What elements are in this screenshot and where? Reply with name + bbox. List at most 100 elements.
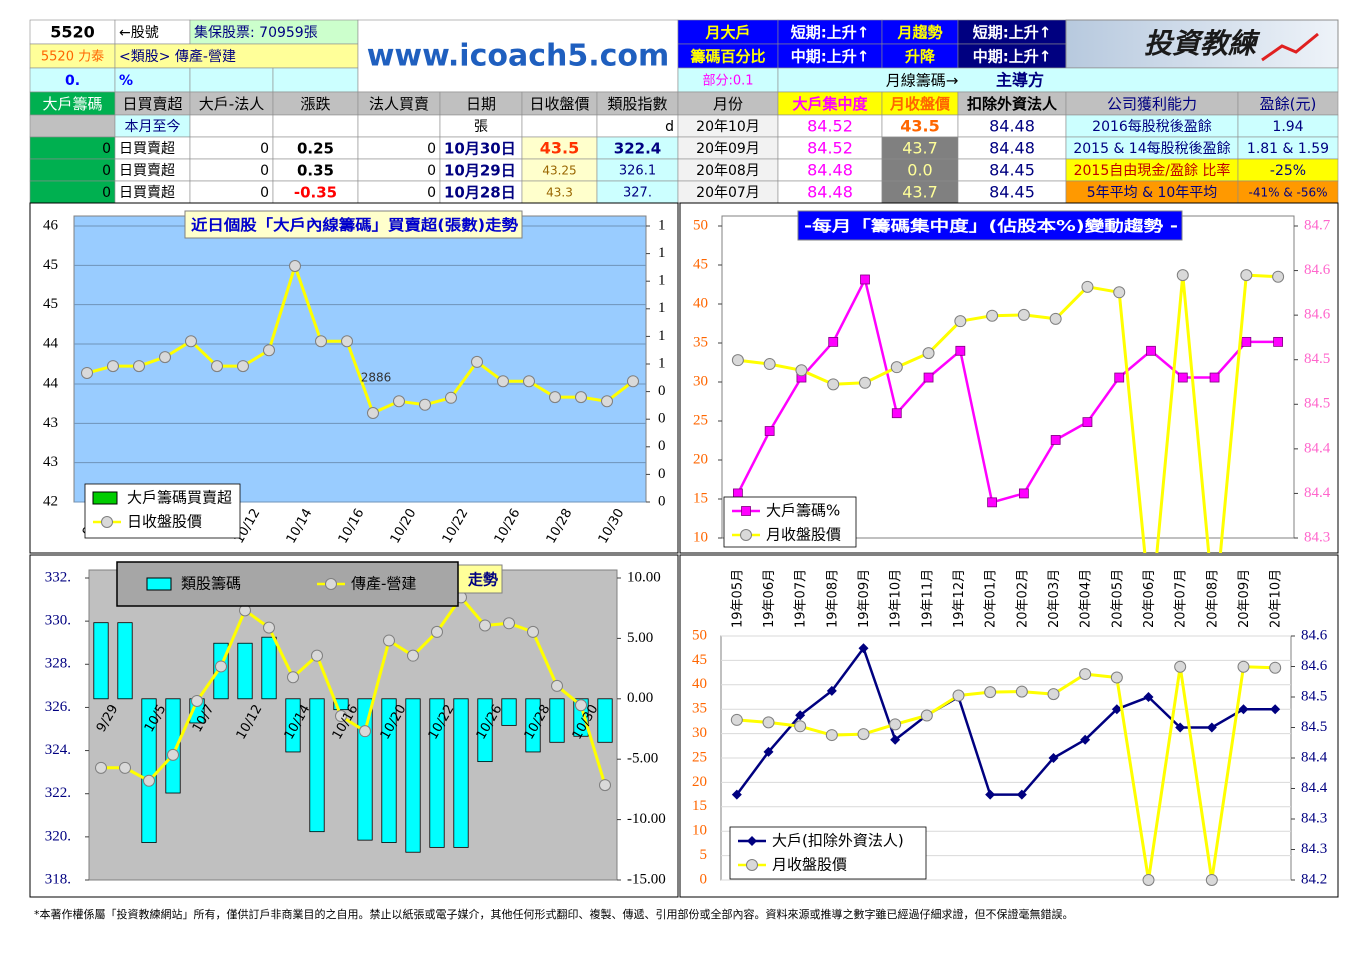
y-tick-label: 15 bbox=[692, 798, 707, 814]
marker bbox=[383, 634, 395, 647]
marker bbox=[503, 617, 515, 630]
marker bbox=[794, 720, 807, 733]
table-cell: 84.48 bbox=[989, 117, 1035, 136]
y-tick-label: 326. bbox=[45, 699, 71, 715]
table-cell: 張 bbox=[474, 119, 488, 135]
marker bbox=[1113, 286, 1126, 299]
table-cell: 322.4 bbox=[614, 140, 661, 158]
y2-tick-label: 1 bbox=[658, 217, 666, 233]
marker bbox=[1081, 280, 1094, 293]
marker bbox=[741, 506, 751, 516]
table-cell: 43.3 bbox=[546, 186, 573, 200]
series-group bbox=[731, 269, 1285, 553]
table-cell: 本月至今 bbox=[125, 119, 181, 135]
cell bbox=[189, 67, 274, 93]
bar bbox=[501, 698, 517, 726]
y-tick-label: 40 bbox=[693, 295, 708, 311]
bar bbox=[141, 698, 157, 843]
table-cell: 0 bbox=[102, 185, 111, 201]
stock-code: 5520 bbox=[50, 23, 95, 42]
marker bbox=[1114, 372, 1125, 383]
monthly-chip: 月線籌碼→ bbox=[886, 72, 959, 90]
marker bbox=[1080, 734, 1091, 745]
x-tick-label: 19年08月 bbox=[825, 569, 840, 628]
legend bbox=[729, 826, 927, 880]
marker bbox=[763, 746, 774, 757]
marker bbox=[985, 789, 996, 800]
y2-tick-label: 84.3 bbox=[1301, 810, 1327, 826]
table-cell: 84.45 bbox=[989, 183, 1035, 202]
table-cell: 0 bbox=[427, 185, 436, 201]
marker bbox=[1016, 789, 1027, 800]
x-tick-label: 20年02月 bbox=[1015, 569, 1030, 628]
table-cell: 20年07月 bbox=[696, 185, 760, 201]
marker bbox=[601, 395, 613, 408]
marker bbox=[185, 335, 197, 348]
marker bbox=[335, 710, 347, 723]
table-cell: -41% & -56% bbox=[1249, 186, 1328, 200]
marker bbox=[215, 660, 227, 673]
y2-tick-label: 84.6 bbox=[1301, 627, 1328, 643]
line bbox=[736, 278, 1279, 504]
cell bbox=[957, 43, 1067, 69]
table-cell: 日買賣超 bbox=[119, 141, 175, 157]
y-tick-label: 30 bbox=[692, 725, 707, 741]
big-holder-title: 籌碼百分比 bbox=[690, 48, 765, 66]
y-tick-label: 322. bbox=[45, 785, 71, 801]
bar bbox=[117, 622, 133, 700]
table-cell: 2016每股稅後盈餘 bbox=[1092, 118, 1212, 135]
marker bbox=[341, 335, 353, 348]
trend: 中期:上升↑ bbox=[973, 48, 1052, 66]
column-header: 類股指數 bbox=[607, 95, 667, 113]
marker bbox=[890, 734, 901, 745]
marker bbox=[732, 488, 743, 499]
marker bbox=[1240, 269, 1253, 282]
y2-tick-label: 84.5 bbox=[1301, 688, 1327, 704]
table-cell: 2015自由現金/盈餘 比率 bbox=[1074, 162, 1231, 179]
brand: 投資教練 bbox=[1144, 27, 1261, 60]
table-cell: 1.81 & 1.59 bbox=[1247, 141, 1329, 157]
table-cell: 84.45 bbox=[989, 161, 1035, 180]
stock-name: 5520 力泰 bbox=[41, 50, 104, 65]
marker bbox=[393, 395, 405, 408]
table-cell: 84.52 bbox=[807, 139, 853, 158]
table-cell: 10月28日 bbox=[444, 184, 516, 202]
column-header: 日買賣超 bbox=[122, 95, 182, 113]
shares: 集保股票: 70959張 bbox=[194, 24, 318, 41]
table-cell: 43.7 bbox=[902, 183, 938, 202]
marker bbox=[1017, 308, 1030, 321]
legend bbox=[116, 561, 459, 607]
x-tick-label: 20年05月 bbox=[1110, 569, 1125, 628]
table-cell: 84.48 bbox=[807, 183, 853, 202]
marker bbox=[367, 406, 379, 419]
table-cell: 84.48 bbox=[989, 139, 1035, 158]
marker bbox=[1205, 874, 1218, 886]
y-tick-label: 50 bbox=[693, 217, 708, 233]
marker bbox=[1175, 722, 1186, 733]
marker bbox=[263, 621, 275, 634]
marker bbox=[599, 779, 611, 792]
bar bbox=[237, 642, 253, 700]
marker bbox=[825, 729, 838, 742]
code-label: ←股號 bbox=[119, 25, 159, 41]
legend-label: 大戶(扣除外資法人) bbox=[772, 832, 904, 850]
marker bbox=[211, 360, 223, 373]
marker bbox=[627, 375, 639, 388]
marker bbox=[922, 347, 935, 360]
x-tick-label: 20年07月 bbox=[1174, 569, 1189, 628]
y-tick-label: 35 bbox=[693, 334, 708, 350]
marker bbox=[763, 358, 776, 371]
marker bbox=[95, 761, 107, 774]
site: www.icoach5.com bbox=[367, 39, 670, 74]
x-tick-label: 19年07月 bbox=[794, 569, 809, 628]
cell bbox=[272, 114, 359, 138]
marker bbox=[1048, 753, 1059, 763]
marker bbox=[311, 649, 323, 662]
legend-label: 類股籌碼 bbox=[181, 575, 241, 593]
marker bbox=[191, 694, 203, 707]
marker bbox=[133, 360, 145, 373]
table-cell: 0 bbox=[102, 141, 111, 157]
y-tick-label: 45 bbox=[693, 256, 708, 272]
y-tick-label: 43 bbox=[43, 454, 58, 470]
y2-tick-label: 1 bbox=[658, 328, 666, 344]
